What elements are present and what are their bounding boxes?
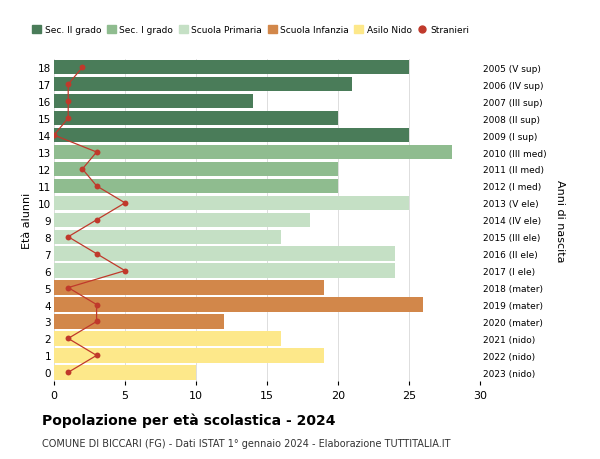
Bar bbox=[54, 112, 338, 126]
Legend: Sec. II grado, Sec. I grado, Scuola Primaria, Scuola Infanzia, Asilo Nido, Stran: Sec. II grado, Sec. I grado, Scuola Prim… bbox=[29, 22, 473, 39]
Text: COMUNE DI BICCARI (FG) - Dati ISTAT 1° gennaio 2024 - Elaborazione TUTTITALIA.IT: COMUNE DI BICCARI (FG) - Dati ISTAT 1° g… bbox=[42, 438, 451, 448]
Bar bbox=[54, 179, 338, 194]
Point bbox=[64, 81, 73, 89]
Point bbox=[64, 335, 73, 342]
Point bbox=[120, 268, 130, 275]
Bar bbox=[54, 348, 324, 363]
Bar bbox=[54, 129, 409, 143]
Bar bbox=[54, 213, 310, 228]
Point bbox=[92, 352, 101, 359]
Bar bbox=[54, 230, 281, 244]
Point bbox=[77, 166, 87, 173]
Y-axis label: Età alunni: Età alunni bbox=[22, 192, 32, 248]
Point bbox=[49, 132, 59, 140]
Point bbox=[92, 301, 101, 308]
Point bbox=[92, 318, 101, 325]
Point bbox=[92, 251, 101, 258]
Point bbox=[92, 217, 101, 224]
Bar bbox=[54, 365, 196, 380]
Point bbox=[64, 284, 73, 291]
Bar bbox=[54, 196, 409, 211]
Point bbox=[64, 369, 73, 376]
Point bbox=[64, 234, 73, 241]
Point bbox=[77, 64, 87, 72]
Bar bbox=[54, 281, 324, 295]
Bar bbox=[54, 331, 281, 346]
Bar bbox=[54, 264, 395, 278]
Bar bbox=[54, 247, 395, 261]
Point bbox=[92, 149, 101, 157]
Point bbox=[64, 115, 73, 123]
Bar bbox=[54, 95, 253, 109]
Text: Popolazione per età scolastica - 2024: Popolazione per età scolastica - 2024 bbox=[42, 413, 335, 428]
Bar bbox=[54, 146, 452, 160]
Point bbox=[64, 98, 73, 106]
Bar bbox=[54, 314, 224, 329]
Bar bbox=[54, 78, 352, 92]
Point bbox=[92, 183, 101, 190]
Y-axis label: Anni di nascita: Anni di nascita bbox=[555, 179, 565, 262]
Bar bbox=[54, 61, 409, 75]
Point bbox=[120, 200, 130, 207]
Bar bbox=[54, 298, 423, 312]
Bar bbox=[54, 162, 338, 177]
